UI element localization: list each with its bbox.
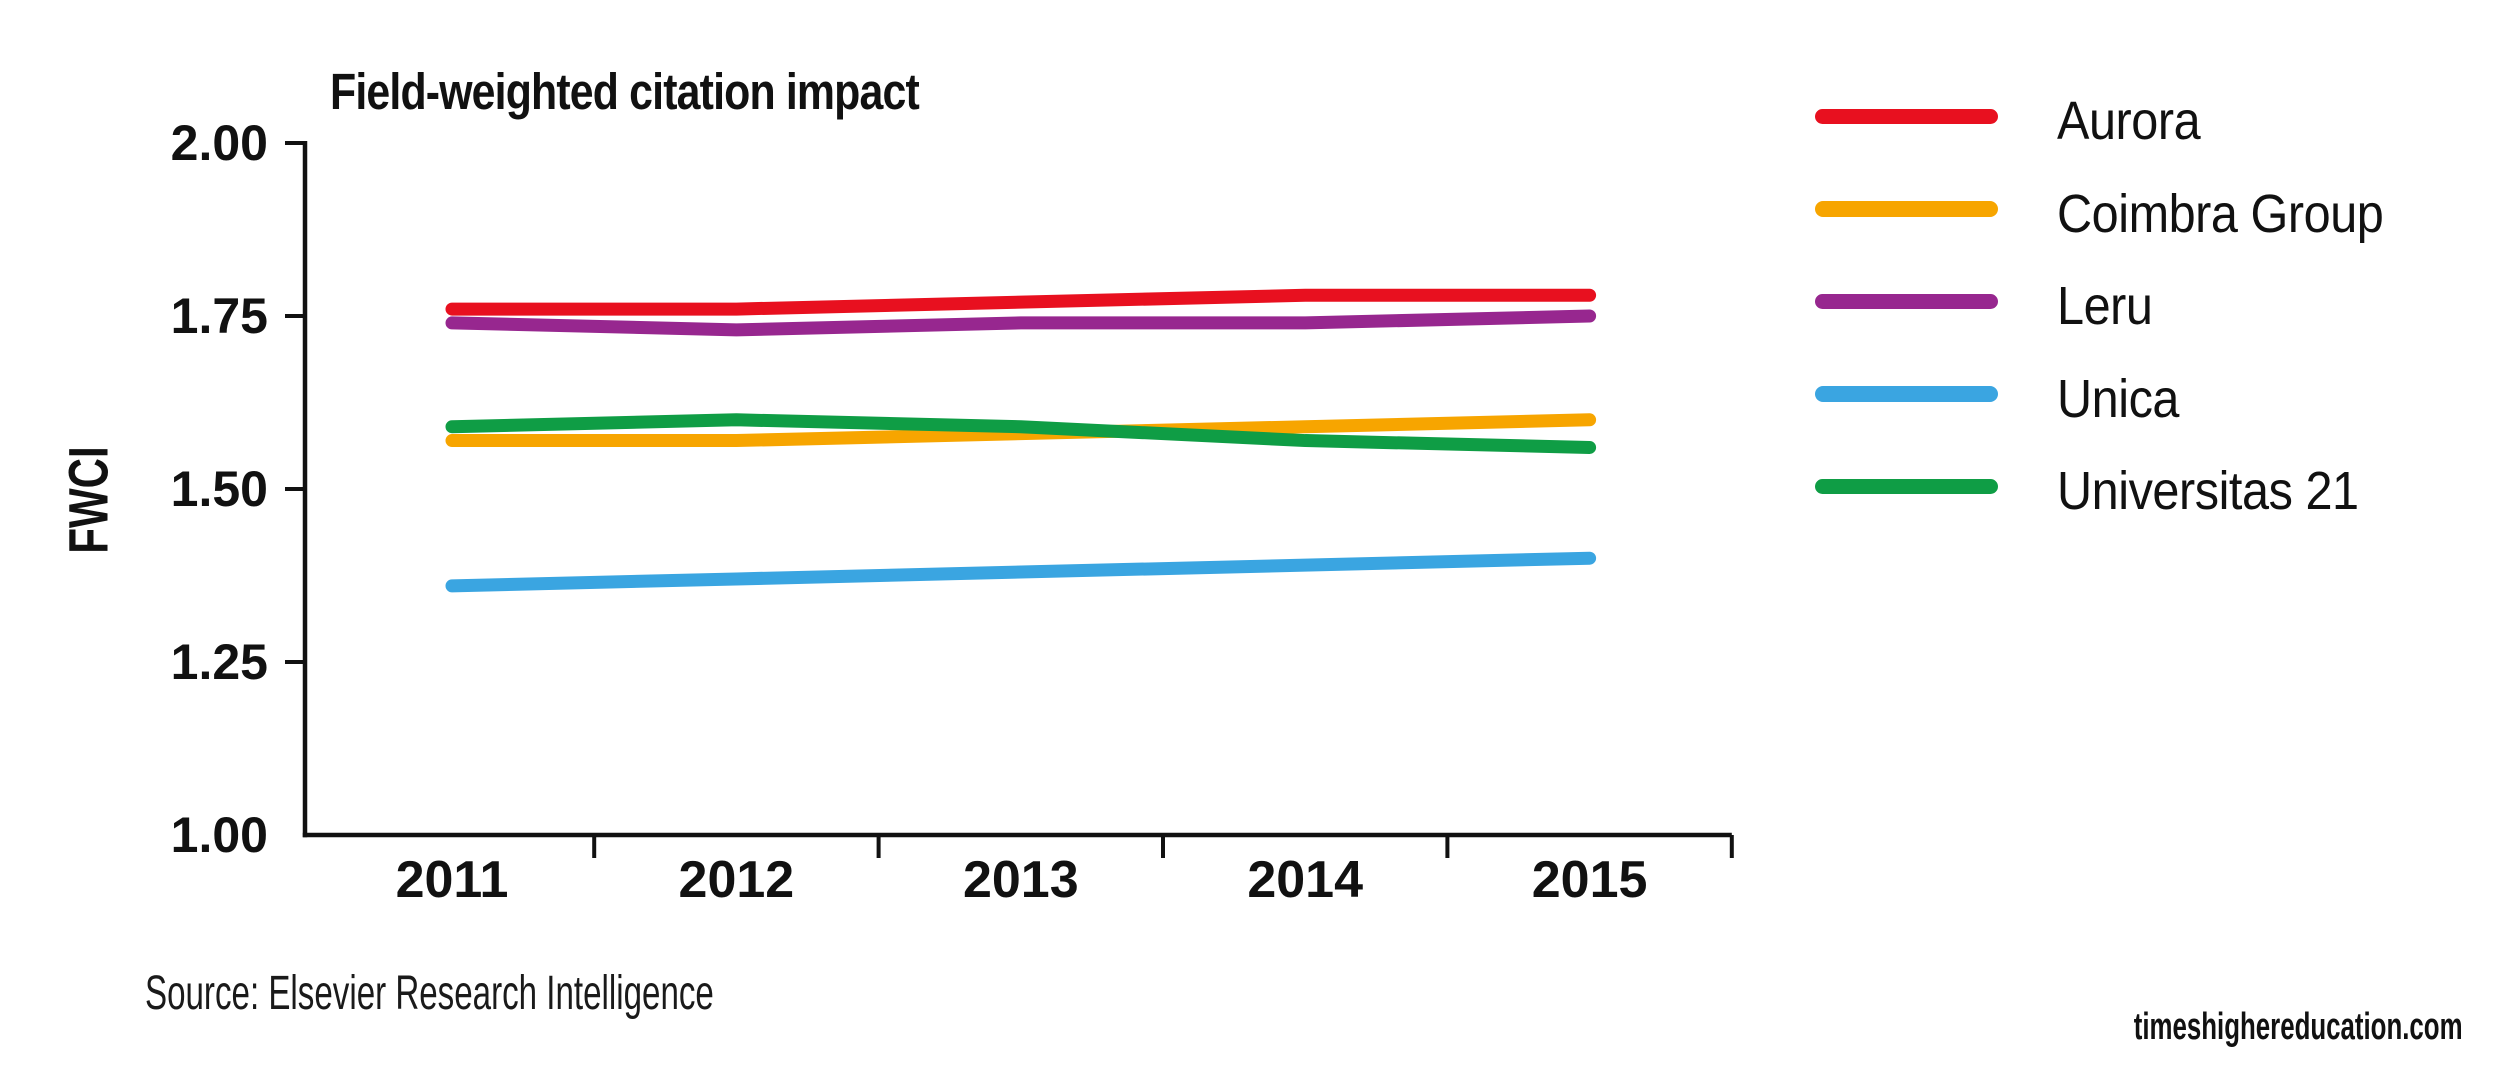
series-line-coimbra-group: [445, 413, 1597, 448]
y-tick-label: 2.00: [171, 115, 268, 171]
legend-swatch-unica: [1815, 386, 1998, 402]
y-tick-label: 1.25: [171, 634, 268, 690]
legend-label: Universitas 21: [2057, 461, 2359, 522]
legend-label: Unica: [2057, 368, 2180, 429]
x-tick-label: 2015: [1532, 851, 1648, 909]
x-tick-label: 2011: [396, 851, 509, 909]
series-line-universitas-21: [445, 413, 1597, 454]
legend-row: Aurora: [1815, 70, 2420, 163]
source-note: Source: Elsevier Research Intelligence: [145, 967, 714, 1020]
x-tick-label: 2014: [1247, 851, 1363, 909]
legend-swatch-coimbra-group: [1815, 201, 1998, 217]
series-line-leru: [445, 309, 1597, 337]
legend-row: Leru: [1815, 255, 2420, 348]
y-axis-title: FWCI: [56, 446, 120, 554]
legend-label: Aurora: [2057, 91, 2201, 152]
legend-swatch-universitas-21: [1815, 478, 1998, 494]
legend-swatch-leru: [1815, 293, 1998, 309]
legend: Aurora Coimbra Group Leru Unica Universitas …: [1815, 70, 2420, 533]
legend-label: Coimbra Group: [2057, 183, 2384, 244]
y-tick-label: 1.50: [171, 461, 268, 517]
site-watermark: timeshighereducation.com: [2134, 1006, 2463, 1048]
legend-label: Leru: [2057, 276, 2153, 337]
y-tick-label: 1.75: [171, 288, 268, 344]
legend-row: Unica: [1815, 348, 2420, 441]
y-tick-label: 1.00: [171, 807, 268, 863]
chart-title: Field-weighted citation impact: [330, 63, 920, 120]
legend-row: Coimbra Group: [1815, 163, 2420, 256]
x-tick-label: 2013: [963, 851, 1079, 909]
x-tick-label: 2012: [679, 851, 795, 909]
series-line-unica: [445, 551, 1597, 593]
series-line-aurora: [445, 288, 1597, 316]
legend-row: Universitas 21: [1815, 440, 2420, 533]
legend-swatch-aurora: [1815, 108, 1998, 124]
